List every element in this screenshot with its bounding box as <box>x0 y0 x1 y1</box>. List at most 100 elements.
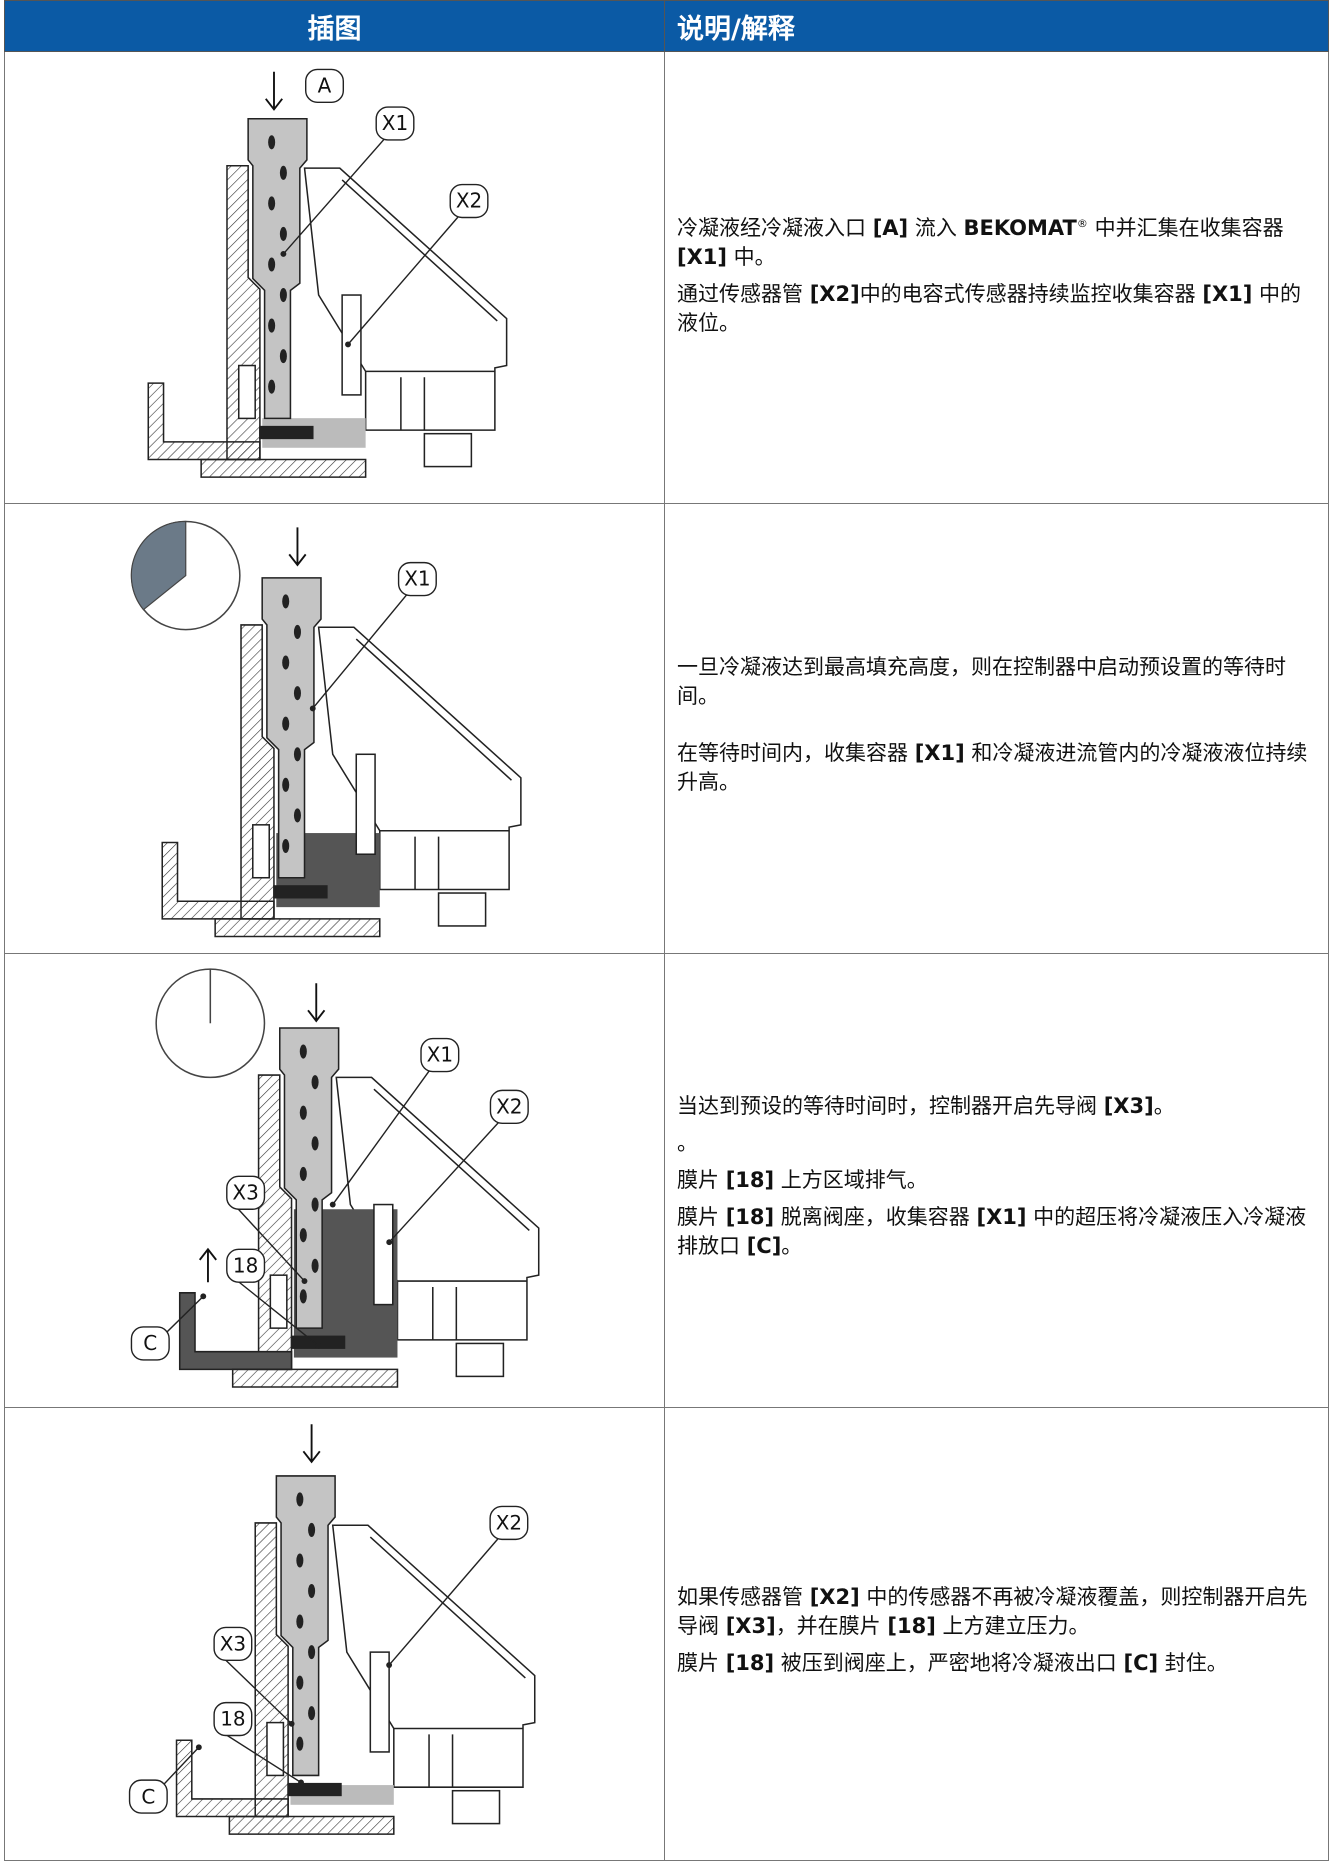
box <box>331 1524 536 1788</box>
leader-dot <box>309 704 316 711</box>
pilot-valve <box>266 1721 285 1776</box>
leader-line <box>347 214 461 345</box>
clock-elapsed <box>130 520 187 610</box>
callout-label: 18 <box>220 1706 245 1730</box>
callout-label: X3 <box>220 1631 246 1655</box>
leader-line <box>235 1205 306 1282</box>
illustration: A X1 X2 <box>147 68 508 478</box>
droplet <box>299 1288 307 1303</box>
header-cell: 说明/解释 <box>664 0 1329 52</box>
text-segment: 中的传感器不再被冷凝液覆盖，则控制器开启先导阀 <box>677 1584 1308 1638</box>
text-segment: 中的液位。 <box>677 282 1302 335</box>
droplet <box>296 1552 304 1568</box>
table: 插图 说明/解释 A X1 X2 冷凝液经冷凝液入口 [A] 流入 BEKOMAT® … <box>4 0 1329 1861</box>
base <box>231 1368 399 1388</box>
base <box>200 458 367 478</box>
callout-label: X3 <box>232 1180 258 1204</box>
droplet <box>311 1258 319 1273</box>
text-segment: 如果传感器管 <box>677 1584 810 1609</box>
connector <box>423 432 473 467</box>
leader-line <box>312 592 409 709</box>
droplet <box>268 134 276 149</box>
text-segment: 上方区域排气。 <box>774 1168 928 1192</box>
leader-dot <box>315 1342 322 1349</box>
arrow <box>265 71 283 111</box>
droplet <box>311 1196 319 1212</box>
label-box <box>130 1325 170 1361</box>
droplet <box>299 1227 307 1242</box>
droplet <box>299 1105 307 1120</box>
label-box <box>128 1778 168 1814</box>
explanation-cell: 一旦冷凝液达到最高填充高度，则在控制器中启动预设置的等待时间。在等待时间内，收集… <box>664 503 1329 954</box>
text-segment: [18] <box>725 1168 775 1192</box>
leader-line <box>282 136 387 254</box>
arrow <box>198 1247 217 1282</box>
text-segment: [X1] <box>677 245 727 269</box>
droplet <box>296 1675 304 1690</box>
droplet <box>296 1614 304 1629</box>
label-box <box>420 1037 460 1072</box>
text-segment: 一旦冷凝液达到最高填充高度，则在控制器中启动预设置的等待时间。 <box>677 654 1286 708</box>
text-segment: [18] <box>725 1650 775 1675</box>
droplet <box>293 624 301 639</box>
text-segment: 膜片 <box>677 1650 726 1675</box>
text-segment: ，并在膜片 <box>775 1613 888 1638</box>
text-segment: 流入 <box>908 216 964 240</box>
explanation-cell: 冷凝液经冷凝液入口 [A] 流入 BEKOMAT® 中并汇集在收集容器 [X1]… <box>664 51 1329 504</box>
callout-label: X1 <box>404 566 430 590</box>
label-box <box>489 1505 529 1540</box>
device <box>175 1474 536 1835</box>
text-segment: [X1] <box>976 1205 1027 1229</box>
callout-label: C <box>141 1784 155 1808</box>
arrow <box>307 982 326 1022</box>
callout-label: 18 <box>233 1253 258 1277</box>
droplet <box>293 746 301 761</box>
text-segment: 在等待时间内，收集容器 <box>677 740 915 765</box>
table-row: X1 X2 X3 18 C 当达到预设的等待时间时，控制器开启先导阀 [X3]。。膜片 [… <box>4 953 1329 1408</box>
droplet <box>293 807 301 822</box>
label-box <box>489 1089 529 1124</box>
text-segment: [X2] <box>809 282 860 306</box>
leader-dot <box>301 1277 308 1284</box>
box-inner <box>341 178 498 430</box>
header-row: 插图 说明/解释 <box>4 0 1329 52</box>
leader-dot <box>345 340 351 347</box>
pilot-valve <box>269 1273 288 1329</box>
table-row: A X1 X2 冷凝液经冷凝液入口 [A] 流入 BEKOMAT® 中并汇集在收集容器… <box>4 51 1329 504</box>
droplet <box>311 1135 319 1150</box>
table-row: X1 一旦冷凝液达到最高填充高度，则在控制器中启动预设置的等待时间。在等待时间内，… <box>4 503 1329 954</box>
box-inner <box>355 637 512 890</box>
base <box>214 917 381 937</box>
membrane <box>287 1782 342 1796</box>
text-segment: 通过传感器管 <box>677 282 810 306</box>
label-box <box>213 1626 253 1661</box>
droplet <box>282 655 290 670</box>
label-box <box>226 1175 266 1210</box>
sensor-tube <box>373 1203 394 1305</box>
label-box <box>397 561 437 596</box>
text-segment: [X3] <box>725 1613 776 1638</box>
arrow <box>288 526 307 567</box>
droplet <box>299 1043 307 1059</box>
box-inner <box>373 1088 530 1340</box>
text-segment: [X3] <box>1103 1094 1154 1118</box>
droplet <box>282 777 290 792</box>
inlet <box>275 1474 336 1776</box>
box-inner <box>369 1535 526 1787</box>
outlet <box>178 1291 293 1370</box>
sensor-tube <box>369 1650 390 1753</box>
droplet <box>308 1644 316 1659</box>
label-box <box>305 68 345 103</box>
text-segment: 。 <box>1153 1094 1175 1118</box>
device <box>178 1026 540 1388</box>
membrane <box>259 425 314 439</box>
leader-dot <box>200 1292 207 1299</box>
paragraph: 膜片 [18] 上方区域排气。 <box>677 1166 1314 1195</box>
sensor-tube <box>341 293 362 396</box>
droplet <box>268 256 276 272</box>
leader-dot <box>280 250 287 257</box>
text-segment: 膜片 <box>677 1168 726 1192</box>
callout-label: A <box>318 73 332 97</box>
label-box <box>449 183 489 218</box>
leader-dot <box>386 1238 393 1245</box>
